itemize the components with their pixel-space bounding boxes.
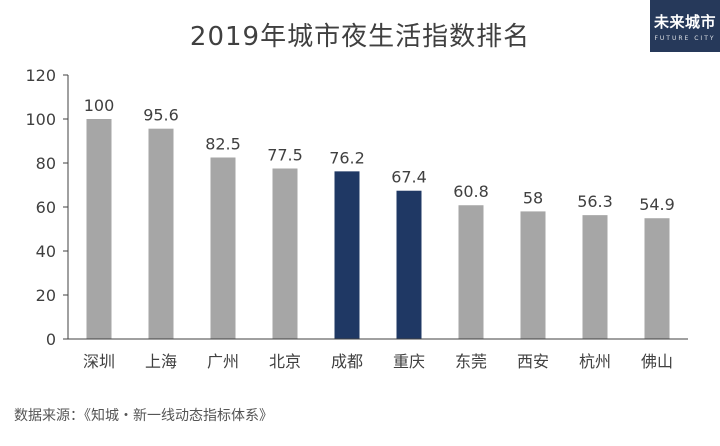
bar-value-label: 100 [84,96,115,115]
bar-value-label: 95.6 [143,106,179,125]
bar-value-label: 76.2 [329,148,365,167]
y-tick-label: 80 [36,154,56,173]
category-label: 杭州 [579,352,611,371]
category-label: 深圳 [83,352,115,371]
value-labels: 100 95.6 82.5 77.5 76.2 67.4 60.8 58 56.3 54.9 [84,96,675,214]
bar [644,218,670,339]
bar-value-label: 56.3 [577,192,613,211]
bar-value-label: 54.9 [639,195,675,214]
category-label: 北京 [269,352,301,371]
category-label: 重庆 [393,352,425,371]
y-tick-label: 120 [25,66,56,85]
bar [520,211,546,339]
bar-value-label: 82.5 [205,135,241,154]
bar [458,205,484,339]
category-labels: 深圳 上海 广州 北京 成都 重庆 东莞 西安 杭州 佛山 [83,352,673,371]
bar [396,190,422,339]
y-tick-label: 40 [36,242,56,261]
y-tick-label: 60 [36,198,56,217]
bar-value-label: 58 [523,188,543,207]
y-tick-label: 0 [46,330,56,349]
bar [148,128,174,339]
logo-subtext: FUTURE CITY [654,35,716,42]
category-label: 广州 [207,352,239,371]
bar [334,171,360,339]
future-city-logo: 未来城市 FUTURE CITY [650,0,720,52]
category-label: 佛山 [641,352,673,371]
bar [272,168,298,339]
bars [86,119,670,339]
category-label: 西安 [517,352,549,371]
chart-title: 2019年城市夜生活指数排名 [189,22,531,52]
bar-value-label: 67.4 [391,168,427,187]
category-label: 上海 [145,352,177,371]
bar [210,157,236,339]
data-source-note: 数据来源：《知城・新一线动态指标体系》 [14,408,273,424]
logo-text: 未来城市 [653,13,716,31]
y-tick-label: 100 [25,110,56,129]
category-label: 成都 [331,352,363,371]
bar-value-label: 77.5 [267,146,303,165]
bar-value-label: 60.8 [453,182,489,201]
bar [582,215,608,339]
y-axis-ticks: 0 20 40 60 80 100 120 [25,66,68,349]
bar [86,119,112,339]
category-label: 东莞 [455,352,487,371]
y-tick-label: 20 [36,286,56,305]
